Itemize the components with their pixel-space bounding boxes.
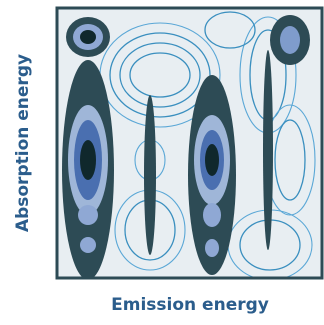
contour-field [58,9,321,277]
plot-frame [55,6,324,280]
x-axis-label: Emission energy [111,295,269,315]
y-axis-label: Absorption energy [13,54,33,232]
peak-columns [62,15,310,277]
